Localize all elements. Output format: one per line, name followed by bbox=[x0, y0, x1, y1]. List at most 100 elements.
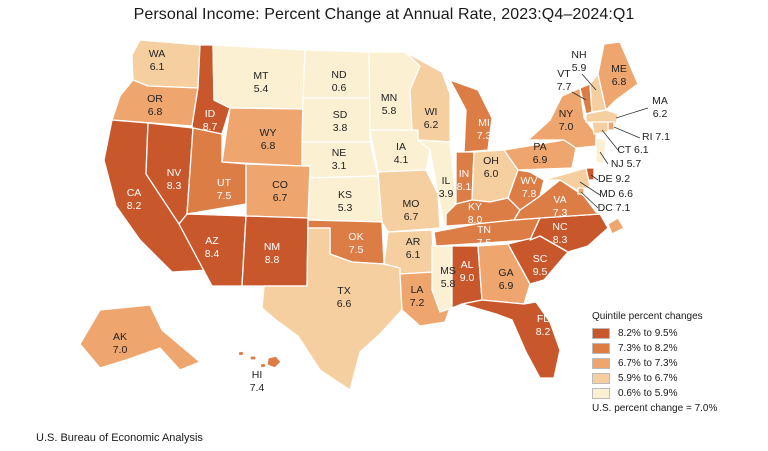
state-abbr-ok: OK bbox=[348, 231, 363, 243]
map-title: Personal Income: Percent Change at Annua… bbox=[133, 6, 635, 23]
state-ri bbox=[607, 121, 615, 131]
state-abbr-me: ME bbox=[611, 63, 627, 75]
state-value-ak: 7.0 bbox=[113, 344, 128, 356]
legend-row: 6.7% to 7.3% bbox=[592, 356, 717, 371]
coastal-island bbox=[607, 217, 625, 235]
legend-label: 8.2% to 9.5% bbox=[618, 328, 678, 339]
state-value-in: 8.1 bbox=[457, 181, 472, 193]
state-ga bbox=[477, 243, 531, 305]
state-abbr-nh: NH bbox=[571, 49, 586, 61]
leader-line-vt bbox=[571, 91, 587, 101]
hawaii-island bbox=[259, 362, 267, 369]
state-value-ga: 6.9 bbox=[499, 280, 514, 292]
state-abbr-ny: NY bbox=[559, 108, 574, 120]
state-value-pa: 6.9 bbox=[533, 154, 548, 166]
state-abbr-mi: MI bbox=[478, 117, 490, 129]
state-label-de: DE 9.2 bbox=[598, 173, 630, 185]
state-value-ne: 3.1 bbox=[332, 160, 347, 172]
state-abbr-wa: WA bbox=[149, 48, 166, 60]
state-abbr-fl: FL bbox=[537, 313, 549, 325]
state-pa bbox=[503, 139, 577, 171]
state-abbr-nv: NV bbox=[167, 167, 182, 179]
leader-line-ma bbox=[615, 107, 649, 119]
leader-line-ri bbox=[613, 126, 641, 139]
state-abbr-wi: WI bbox=[425, 106, 438, 118]
state-nj bbox=[595, 137, 607, 165]
state-co bbox=[245, 163, 311, 219]
state-abbr-nd: ND bbox=[331, 69, 347, 81]
state-value-vt: 7.7 bbox=[557, 81, 572, 93]
legend-label: 5.9% to 6.7% bbox=[618, 373, 678, 384]
leader-line-dc bbox=[580, 191, 599, 209]
state-abbr-wv: WV bbox=[521, 175, 538, 187]
leader-line-nh bbox=[581, 73, 597, 91]
state-value-co: 6.7 bbox=[273, 192, 288, 204]
state-value-tx: 6.6 bbox=[337, 298, 352, 310]
state-abbr-ut: UT bbox=[217, 177, 232, 189]
state-value-ia: 4.1 bbox=[394, 154, 409, 166]
state-abbr-ky: KY bbox=[468, 201, 482, 213]
state-fl bbox=[461, 299, 561, 379]
state-abbr-ak: AK bbox=[113, 331, 127, 343]
state-abbr-ne: NE bbox=[332, 147, 347, 159]
state-value-wv: 7.8 bbox=[522, 188, 537, 200]
us-percent-change-note: U.S. percent change = 7.0% bbox=[592, 403, 718, 414]
state-value-fl: 8.2 bbox=[536, 326, 551, 338]
legend: Quintile percent changes 8.2% to 9.5% 7.… bbox=[592, 311, 717, 414]
state-abbr-az: AZ bbox=[205, 235, 219, 247]
state-value-mo: 6.7 bbox=[404, 211, 419, 223]
leader-line-nj bbox=[599, 151, 609, 165]
state-hi bbox=[266, 355, 282, 369]
state-az bbox=[178, 213, 247, 287]
state-abbr-al: AL bbox=[461, 259, 474, 271]
state-wa bbox=[131, 39, 201, 89]
state-abbr-mt: MT bbox=[253, 70, 269, 82]
state-value-ca: 8.2 bbox=[127, 200, 142, 212]
state-tx bbox=[261, 227, 403, 391]
leader-line-de bbox=[590, 174, 599, 181]
source-credit: U.S. Bureau of Economic Analysis bbox=[36, 432, 203, 444]
state-labels: WA6.1OR6.8CA8.2NV8.3ID8.7MT5.4WY6.8UT7.5… bbox=[113, 48, 670, 394]
state-value-al: 9.0 bbox=[460, 272, 475, 284]
state-abbr-ia: IA bbox=[396, 141, 406, 153]
state-abbr-pa: PA bbox=[533, 141, 546, 153]
state-abbr-sd: SD bbox=[333, 109, 348, 121]
state-value-id: 8.7 bbox=[203, 121, 218, 133]
state-value-oh: 6.0 bbox=[484, 168, 499, 180]
state-value-ny: 7.0 bbox=[559, 121, 574, 133]
state-label-nj: NJ 5.7 bbox=[611, 158, 642, 170]
leader-line-ct bbox=[601, 129, 619, 151]
state-value-ut: 7.5 bbox=[217, 190, 232, 202]
leader-lines bbox=[571, 73, 649, 209]
state-value-nv: 8.3 bbox=[167, 180, 182, 192]
state-value-nh: 5.9 bbox=[572, 62, 587, 74]
state-abbr-tn: TN bbox=[477, 224, 491, 236]
state-abbr-nm: NM bbox=[264, 241, 280, 253]
state-abbr-oh: OH bbox=[483, 155, 499, 167]
state-abbr-or: OR bbox=[147, 93, 163, 105]
state-value-sd: 3.8 bbox=[333, 122, 348, 134]
state-abbr-ga: GA bbox=[498, 267, 513, 279]
state-abbr-wy: WY bbox=[260, 127, 277, 139]
state-ak bbox=[79, 304, 201, 371]
hawaii-island bbox=[237, 350, 245, 357]
state-dc bbox=[577, 187, 585, 195]
state-ct bbox=[591, 121, 609, 135]
state-value-il: 3.9 bbox=[439, 188, 454, 200]
hawaii-island bbox=[249, 355, 257, 361]
state-value-wi: 6.2 bbox=[424, 119, 439, 131]
state-ms bbox=[431, 245, 453, 313]
state-shapes bbox=[79, 39, 639, 391]
legend-label: 7.3% to 8.2% bbox=[618, 343, 678, 354]
state-abbr-ca: CA bbox=[127, 187, 142, 199]
state-mo bbox=[377, 169, 441, 233]
leader-line-md bbox=[579, 181, 601, 196]
legend-swatch bbox=[592, 328, 610, 339]
legend-swatch bbox=[592, 373, 610, 384]
state-value-ms: 5.8 bbox=[441, 278, 456, 290]
state-md bbox=[543, 167, 591, 193]
state-value-wy: 6.8 bbox=[261, 140, 276, 152]
state-abbr-vt: VT bbox=[557, 68, 571, 80]
legend-label: 6.7% to 7.3% bbox=[618, 358, 678, 369]
state-value-mi: 7.3 bbox=[477, 130, 492, 142]
